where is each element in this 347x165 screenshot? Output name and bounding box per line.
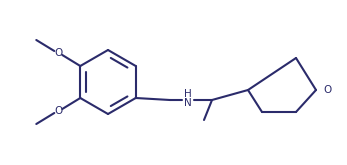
Text: N: N [184,98,192,108]
Text: O: O [54,48,62,58]
Text: H: H [184,89,192,99]
Text: O: O [323,85,331,95]
Text: O: O [54,106,62,116]
